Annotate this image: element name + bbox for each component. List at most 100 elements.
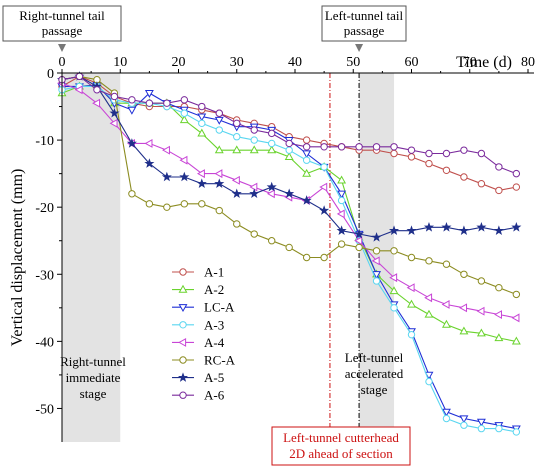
data-point-A-1-23	[460, 173, 468, 181]
data-point-A-5-8	[196, 178, 207, 188]
data-point-A-4-19	[389, 273, 398, 283]
data-point-A-6-12	[268, 129, 276, 138]
data-point-RC-A-19	[390, 247, 398, 255]
data-point-A-5-22	[441, 222, 452, 232]
data-point-A-4-15	[319, 182, 328, 192]
data-point-A-4-26	[511, 313, 520, 323]
data-point-A-4-3	[109, 118, 118, 128]
left-tail-box	[321, 5, 407, 42]
data-point-RC-A-4	[128, 190, 136, 198]
data-point-RC-A-9	[215, 206, 223, 215]
left-tail-label-line-0: Left-tunnel tail	[325, 8, 404, 23]
data-point-A-2-19	[389, 286, 399, 295]
data-point-A-4-18	[371, 256, 380, 266]
data-point-RC-A-12	[268, 237, 276, 245]
right-tail-label: Right-tunnel tail passage	[19, 8, 105, 38]
data-point-A-2-25	[494, 333, 504, 342]
data-point-A-6-3	[110, 92, 119, 101]
legend-item-A-1: A-1	[172, 265, 224, 280]
data-point-A-4-10	[231, 175, 240, 185]
data-point-A-2-24	[476, 328, 486, 337]
data-point-LC-A-23	[459, 415, 469, 424]
legend-marker-LC-A	[178, 304, 188, 313]
data-point-A-6-17	[355, 143, 363, 151]
data-point-RC-A-25	[495, 283, 503, 292]
legend-item-RC-A: RC-A	[172, 353, 236, 368]
legend-marker-A-6	[179, 391, 187, 399]
legend-marker-A-4	[178, 337, 187, 347]
data-point-LC-A-4	[127, 106, 137, 115]
data-point-A-2-11	[249, 145, 259, 154]
data-point-RC-A-18	[372, 247, 381, 255]
data-point-A-6-6	[163, 99, 171, 107]
data-point-A-3-12	[268, 139, 276, 148]
data-point-LC-A-22	[441, 408, 451, 417]
legend-label-A-6: A-6	[204, 388, 225, 403]
right-stage-label-line-1: immediate	[66, 370, 121, 385]
data-point-A-6-13	[285, 139, 293, 148]
data-point-A-5-5	[144, 158, 155, 168]
data-point-A-2-21	[424, 309, 434, 318]
data-point-A-2-8	[197, 128, 207, 137]
data-point-A-2-22	[441, 319, 451, 328]
legend-marker-A-3	[179, 321, 187, 329]
data-point-A-6-11	[250, 126, 258, 134]
x-tick-label-0: 0	[59, 55, 66, 70]
data-point-RC-A-11	[250, 230, 258, 238]
data-point-A-3-23	[460, 421, 468, 429]
x-tick-label-70: 70	[463, 55, 477, 70]
data-point-A-1-24	[477, 180, 486, 188]
data-point-A-6-10	[233, 119, 241, 128]
data-point-RC-A-7	[180, 200, 189, 208]
legend-item-A-2: A-2	[172, 282, 224, 297]
right-tail-label-line-1: passage	[42, 23, 83, 38]
data-point-A-1-21	[425, 159, 433, 168]
right-stage-label-line-0: Right-tunnel	[60, 354, 126, 369]
data-point-RC-A-6	[163, 203, 171, 211]
data-point-A-6-25	[495, 163, 503, 171]
data-point-A-4-1	[74, 85, 83, 95]
data-point-A-2-13	[284, 152, 294, 160]
cutterhead-label-line-1: 2D ahead of section	[289, 446, 393, 461]
legend-item-A-3: A-3	[172, 317, 224, 332]
data-point-LC-A-18	[372, 271, 382, 280]
legend-label-A-3: A-3	[204, 317, 224, 332]
data-point-A-4-16	[336, 209, 345, 219]
x-tick-label-80: 80	[521, 55, 535, 70]
data-point-A-2-14	[302, 168, 312, 177]
data-point-A-5-11	[249, 188, 260, 199]
data-point-LC-A-9	[214, 116, 224, 125]
series-A-6	[58, 72, 521, 178]
data-point-A-6-24	[477, 149, 486, 158]
data-point-A-3-7	[180, 109, 189, 117]
data-point-A-1-22	[442, 166, 451, 174]
data-point-A-1-25	[495, 186, 503, 195]
right-tail-label-line-0: Right-tunnel tail	[19, 8, 105, 23]
data-point-A-5-26	[511, 222, 522, 232]
right-tunnel-stage-band	[62, 73, 121, 442]
data-point-RC-A-21	[425, 257, 433, 265]
data-point-A-5-13	[284, 188, 295, 199]
data-point-A-3-16	[337, 196, 346, 205]
legend-label-RC-A: RC-A	[204, 353, 236, 368]
data-point-RC-A-23	[460, 270, 468, 278]
data-point-A-4-17	[354, 236, 363, 246]
data-point-A-5-9	[214, 178, 225, 188]
data-point-A-5-15	[319, 205, 330, 215]
axes: 0 10 20 30 40 50 60 70 80 0 -10 -20 -30 -40 -50 Time (d…	[9, 54, 535, 442]
data-point-A-2-26	[511, 336, 521, 345]
left-stage-label: Left-tunnel accelerated stage	[345, 350, 404, 397]
data-point-A-5-24	[476, 222, 487, 232]
series-RC-A	[58, 72, 521, 299]
legend-label-A-5: A-5	[204, 370, 224, 385]
x-tick-label-30: 30	[230, 55, 244, 70]
data-point-A-3-21	[425, 377, 433, 386]
data-point-LC-A-14	[302, 150, 312, 159]
series-A-4	[57, 78, 520, 323]
x-axis-title: Time (d)	[456, 54, 512, 71]
data-point-RC-A-22	[442, 260, 451, 268]
data-point-RC-A-13	[285, 243, 293, 252]
series-line-A-4	[61, 82, 517, 319]
data-point-A-3-19	[390, 304, 398, 312]
